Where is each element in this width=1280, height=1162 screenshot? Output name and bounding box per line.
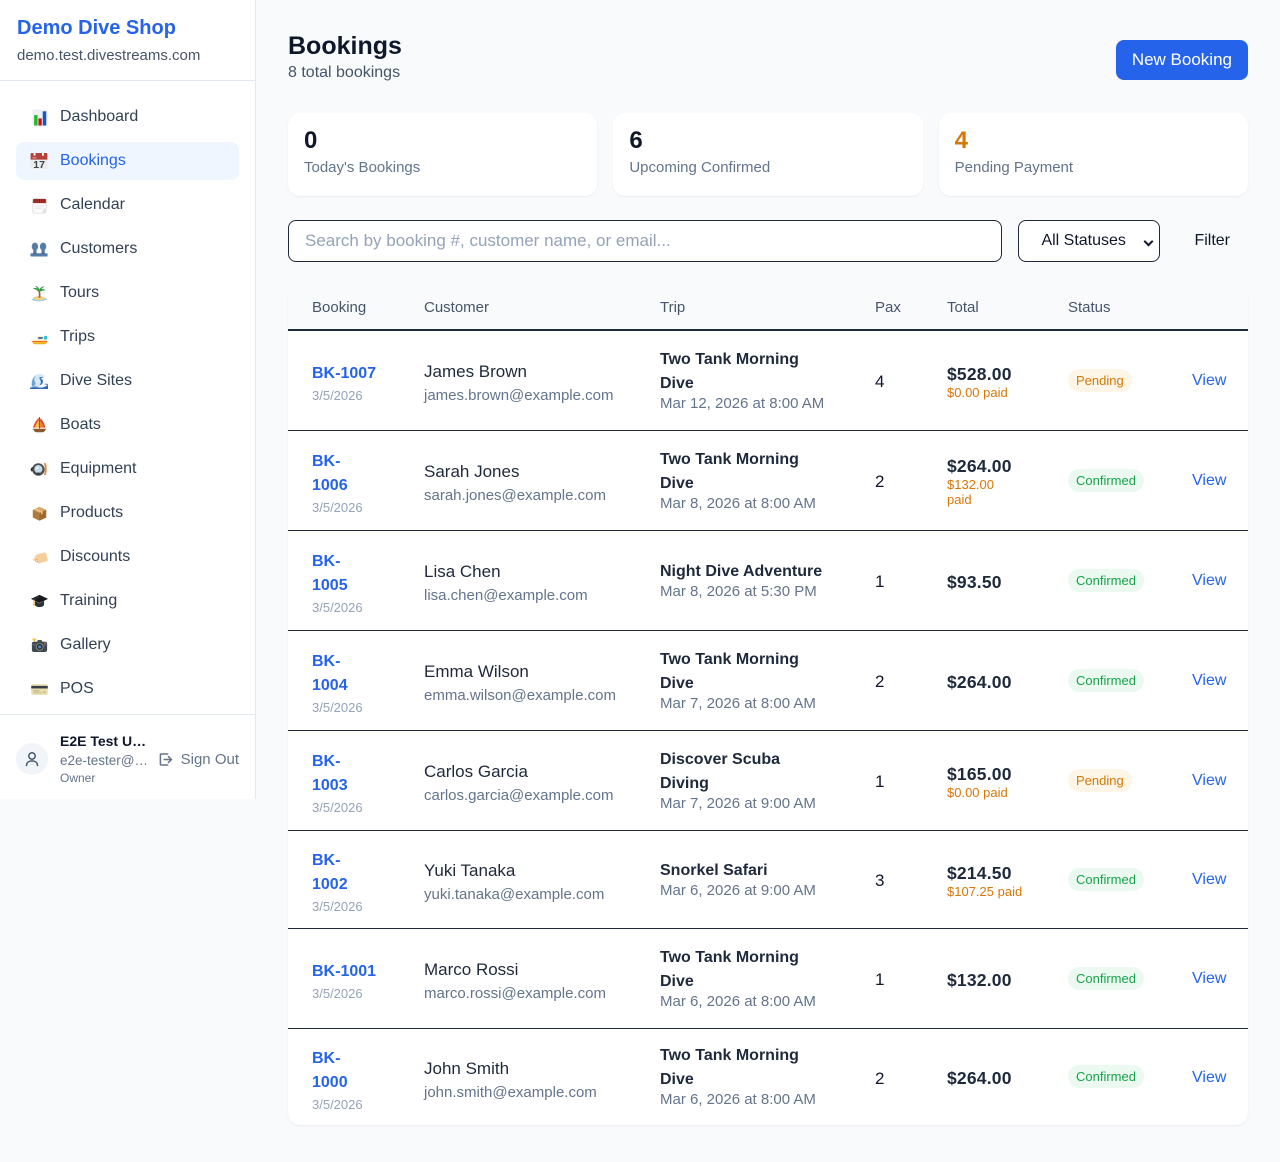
svg-text:17: 17 [33, 159, 45, 171]
